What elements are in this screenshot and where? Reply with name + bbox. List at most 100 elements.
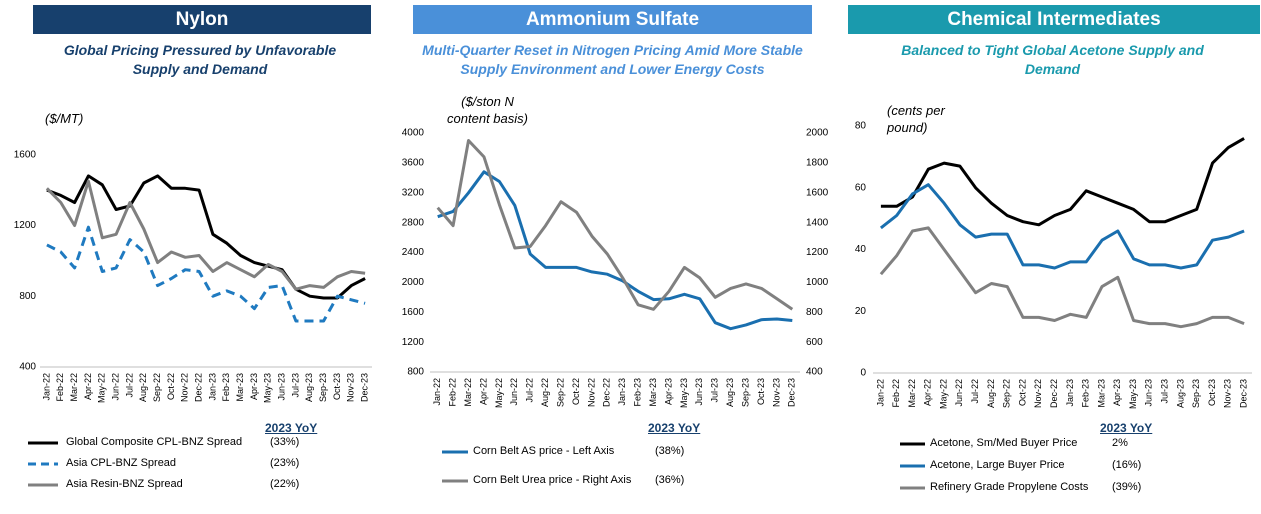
x-tick-label: May-22 xyxy=(494,378,504,408)
panel-title: Nylon xyxy=(33,5,371,34)
y-tick-label: 1600 xyxy=(402,307,425,318)
x-tick-label: Jun-23 xyxy=(1144,379,1154,407)
axis-label: (cents per pound) xyxy=(887,103,945,135)
x-tick-label: Dec-23 xyxy=(787,378,797,407)
x-tick-label: Sep-22 xyxy=(152,373,162,402)
x-tick-label: May-23 xyxy=(263,373,273,403)
x-tick-label: Apr-22 xyxy=(923,379,933,406)
y-tick-label: 1200 xyxy=(14,220,37,231)
x-tick-label: Oct-23 xyxy=(1207,379,1217,406)
subtitle: Multi-Quarter Reset in Nitrogen Pricing … xyxy=(422,42,803,77)
x-tick-label: Aug-23 xyxy=(1175,379,1185,408)
y2-tick-label: 1000 xyxy=(806,277,829,288)
y-tick-label: 20 xyxy=(855,306,867,317)
axis-label: ($/MT) xyxy=(45,111,84,126)
x-tick-label: Jul-23 xyxy=(1160,379,1170,404)
x-tick-label: Apr-23 xyxy=(1112,379,1122,406)
legend-label: Corn Belt Urea price - Right Axis xyxy=(473,474,632,486)
legend-yoy: (22%) xyxy=(270,478,300,490)
y2-tick-label: 1800 xyxy=(806,158,829,169)
y-tick-label: 2400 xyxy=(402,247,425,258)
y-tick-label: 0 xyxy=(860,368,866,379)
y2-tick-label: 1400 xyxy=(806,217,829,228)
x-tick-label: Jun-22 xyxy=(954,379,964,407)
legend-yoy: (39%) xyxy=(1112,481,1142,493)
x-tick-label: Sep-23 xyxy=(318,373,328,402)
x-tick-label: Aug-22 xyxy=(986,379,996,408)
x-tick-label: Nov-22 xyxy=(586,378,596,407)
x-tick-label: May-22 xyxy=(938,379,948,409)
x-tick-label: Mar-22 xyxy=(69,373,79,402)
legend-label: Acetone, Large Buyer Price xyxy=(930,459,1065,471)
x-tick-label: Apr-23 xyxy=(663,378,673,405)
y-tick-label: 80 xyxy=(855,121,867,132)
x-tick-label: Feb-23 xyxy=(221,373,231,402)
series-line xyxy=(880,137,1245,227)
subtitle: Balanced to Tight Global Acetone Supply … xyxy=(901,42,1204,77)
legend-label: Global Composite CPL-BNZ Spread xyxy=(66,436,243,448)
legend-yoy: (23%) xyxy=(270,457,300,469)
y-tick-label: 1600 xyxy=(14,149,37,160)
y2-tick-label: 400 xyxy=(806,367,823,378)
legend-yoy: (36%) xyxy=(655,474,685,486)
x-tick-label: Jul-23 xyxy=(290,373,300,398)
y2-tick-label: 800 xyxy=(806,307,823,318)
series-line xyxy=(45,179,366,291)
x-tick-label: Mar-23 xyxy=(1096,379,1106,408)
series-line xyxy=(46,174,366,300)
x-tick-label: Mar-22 xyxy=(907,379,917,408)
x-tick-label: Sep-23 xyxy=(1191,379,1201,408)
x-tick-label: Sep-22 xyxy=(1002,379,1012,408)
x-tick-label: Jul-22 xyxy=(525,378,535,403)
x-tick-label: Jun-23 xyxy=(276,373,286,401)
legend-label: Corn Belt AS price - Left Axis xyxy=(473,445,615,457)
x-tick-label: Jan-23 xyxy=(617,378,627,406)
x-tick-label: Aug-23 xyxy=(304,373,314,402)
y-tick-label: 40 xyxy=(855,244,867,255)
x-tick-label: Dec-22 xyxy=(1049,379,1059,408)
x-tick-label: Feb-22 xyxy=(448,378,458,407)
x-tick-label: Jan-22 xyxy=(875,379,885,407)
x-tick-label: Jul-22 xyxy=(124,373,134,398)
y2-tick-label: 600 xyxy=(806,337,823,348)
x-tick-label: Mar-23 xyxy=(648,378,658,407)
x-tick-label: May-22 xyxy=(97,373,107,403)
x-tick-label: Mar-22 xyxy=(463,378,473,407)
x-tick-label: Jan-22 xyxy=(41,373,51,401)
axis-label: ($/ston N content basis) xyxy=(447,94,528,126)
x-tick-label: Feb-23 xyxy=(633,378,643,407)
legend-header: 2023 YoY xyxy=(648,421,701,435)
y-tick-label: 4000 xyxy=(402,128,425,139)
legend-yoy: (38%) xyxy=(655,445,685,457)
x-tick-label: Nov-22 xyxy=(180,373,190,402)
series-line xyxy=(879,183,1245,270)
x-tick-label: Nov-22 xyxy=(1033,379,1043,408)
legend-label: Refinery Grade Propylene Costs xyxy=(930,481,1089,493)
y-tick-label: 800 xyxy=(407,367,424,378)
x-tick-label: Dec-22 xyxy=(602,378,612,407)
subtitle: Global Pricing Pressured by Unfavorable … xyxy=(63,42,337,77)
x-tick-label: May-23 xyxy=(679,378,689,408)
legend-header: 2023 YoY xyxy=(265,421,318,435)
y-tick-label: 1200 xyxy=(402,337,425,348)
legend-label: Asia Resin-BNZ Spread xyxy=(66,478,183,490)
y-tick-label: 2000 xyxy=(402,277,425,288)
legend-yoy: 2% xyxy=(1112,437,1128,449)
series-line xyxy=(879,226,1245,329)
x-tick-label: Jan-23 xyxy=(207,373,217,401)
x-tick-label: Oct-23 xyxy=(332,373,342,400)
x-tick-label: Sep-23 xyxy=(740,378,750,407)
panel-title: Chemical Intermediates xyxy=(848,5,1260,34)
y-tick-label: 3200 xyxy=(402,187,425,198)
x-tick-label: Feb-23 xyxy=(1081,379,1091,408)
legend-label: Asia CPL-BNZ Spread xyxy=(66,457,177,469)
x-tick-label: Dec-23 xyxy=(1238,379,1248,408)
x-tick-label: Apr-23 xyxy=(249,373,259,400)
series-line xyxy=(46,225,366,323)
x-tick-label: Oct-22 xyxy=(166,373,176,400)
x-tick-label: Oct-22 xyxy=(1017,379,1027,406)
x-tick-label: Oct-23 xyxy=(756,378,766,405)
y2-tick-label: 1200 xyxy=(806,247,829,258)
